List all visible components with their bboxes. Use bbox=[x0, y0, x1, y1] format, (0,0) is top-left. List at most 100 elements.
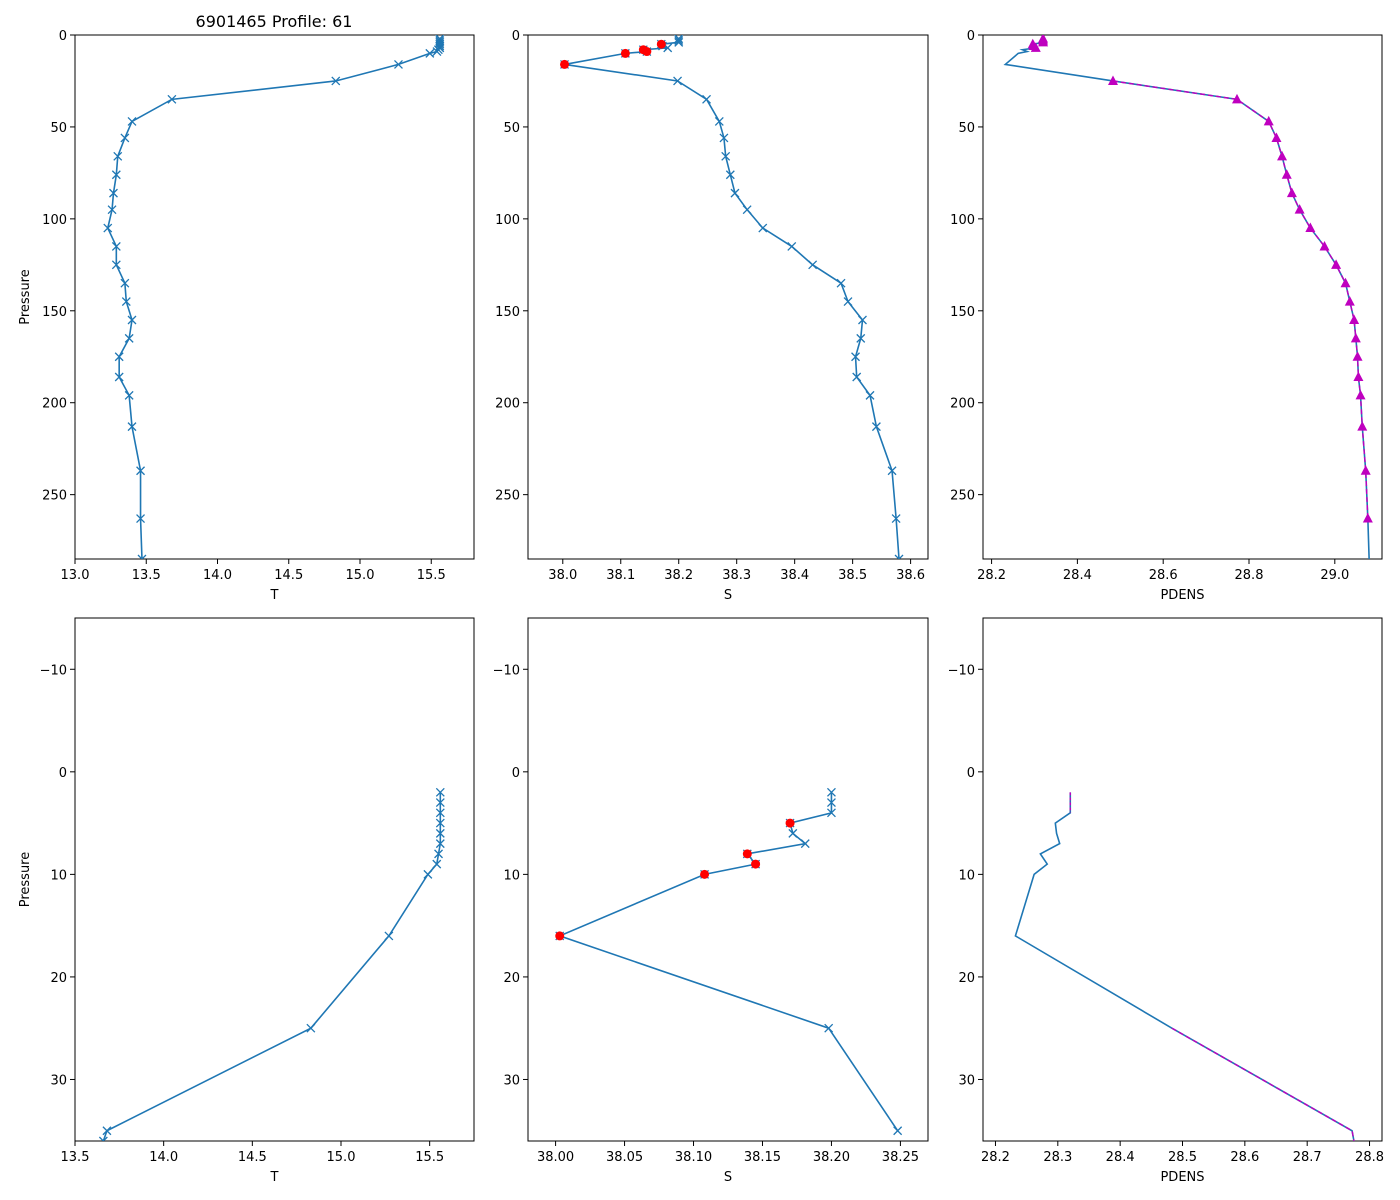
bottom-temperature-data-point bbox=[384, 931, 394, 941]
bottom-salinity-flagged-point bbox=[742, 849, 752, 859]
bottom-density-xtick-label: 28.6 bbox=[1230, 1150, 1259, 1165]
bottom-salinity-ytick-label: −10 bbox=[493, 663, 520, 678]
bottom-density-xlabel: PDENS bbox=[1160, 1170, 1204, 1185]
top-temperature-xlabel: T bbox=[270, 588, 279, 603]
top-density-density-point bbox=[1271, 132, 1282, 142]
bottom-density-series-line bbox=[1014, 792, 1355, 1141]
top-salinity-xtick-label: 38.3 bbox=[722, 568, 751, 583]
bottom-density-ytick-label: 10 bbox=[958, 868, 975, 883]
top-temperature-ytick-label: 250 bbox=[42, 489, 67, 504]
top-density-density-point bbox=[1231, 93, 1242, 104]
bottom-salinity-data-point bbox=[826, 808, 836, 818]
top-salinity-data-point bbox=[787, 241, 797, 251]
top-temperature-ytick-label: 200 bbox=[42, 397, 67, 412]
top-salinity-flagged-point bbox=[620, 48, 630, 58]
figure-title: 6901465 Profile: 61 bbox=[196, 12, 353, 31]
top-salinity-data-point bbox=[856, 333, 866, 343]
top-salinity-series-line bbox=[564, 38, 900, 559]
top-density-density-overlay bbox=[1112, 80, 1369, 519]
top-salinity-data-point bbox=[858, 315, 867, 325]
top-temperature-data-point bbox=[167, 94, 177, 104]
top-salinity-ytick-label: 100 bbox=[495, 213, 520, 228]
top-salinity-flagged-point bbox=[560, 59, 570, 69]
top-density-density-point bbox=[1362, 513, 1373, 523]
top-salinity-xtick-label: 38.0 bbox=[548, 568, 577, 583]
bottom-density-xtick-label: 28.8 bbox=[1355, 1150, 1384, 1165]
bottom-salinity-flagged-point bbox=[700, 869, 710, 879]
bottom-salinity-series-line bbox=[557, 792, 899, 1132]
top-salinity-data-point bbox=[674, 36, 684, 45]
top-density-xlabel: PDENS bbox=[1160, 588, 1204, 603]
bottom-temperature-ytick-label: 10 bbox=[50, 868, 67, 883]
bottom-salinity-data-point bbox=[893, 1126, 903, 1136]
top-salinity-xtick-label: 38.1 bbox=[606, 568, 635, 583]
bottom-salinity-data-point bbox=[788, 828, 798, 838]
bottom-temperature-xtick-label: 15.5 bbox=[415, 1150, 444, 1165]
top-salinity-data-point bbox=[758, 223, 768, 233]
top-salinity-data-point bbox=[865, 390, 875, 400]
top-density-ytick-label: 250 bbox=[950, 489, 975, 504]
bottom-salinity-xlabel: S bbox=[724, 1170, 732, 1185]
top-temperature-data-point bbox=[114, 372, 124, 382]
top-density-ytick-label: 150 bbox=[950, 305, 975, 320]
top-temperature-ytick-label: 50 bbox=[50, 121, 67, 136]
bottom-temperature-ytick-label: 20 bbox=[50, 971, 67, 986]
top-density-density-point bbox=[1107, 75, 1118, 85]
top-temperature-ytick-label: 100 bbox=[42, 213, 67, 228]
top-salinity-ytick-label: 50 bbox=[503, 121, 520, 136]
top-salinity-xtick-label: 38.6 bbox=[896, 568, 925, 583]
top-density-density-point bbox=[1305, 222, 1316, 233]
bottom-temperature-series-line bbox=[102, 792, 442, 1141]
top-temperature-data-point bbox=[137, 554, 147, 559]
bottom-temperature-ytick-label: 30 bbox=[50, 1073, 67, 1088]
bottom-temperature-data-point bbox=[98, 1136, 108, 1141]
top-density-axes-frame bbox=[982, 34, 1383, 560]
bottom-temperature-data-point bbox=[432, 859, 442, 869]
top-temperature-data-point bbox=[114, 352, 124, 362]
bottom-salinity-xtick-label: 38.10 bbox=[675, 1150, 712, 1165]
bottom-temperature-xtick-label: 14.5 bbox=[238, 1150, 267, 1165]
bottom-temperature-data-point bbox=[435, 798, 445, 808]
bottom-temperature-data-point bbox=[435, 787, 445, 797]
top-temperature-data-point bbox=[435, 39, 445, 49]
bottom-temperature-axes-frame bbox=[74, 617, 475, 1142]
top-temperature-data-point bbox=[107, 205, 117, 215]
top-density-density-point bbox=[1038, 36, 1049, 47]
top-density-ytick-label: 100 bbox=[950, 213, 975, 228]
bottom-density-panel: 28.2 28.3 28.4 28.5 28.6 28.7 28.8 −10 0 10 20 30 PD… bbox=[948, 617, 1384, 1185]
top-density-panel: 28.2 28.4 28.6 28.8 29.0 0 50 100 150 200 250 PDENS bbox=[950, 29, 1383, 603]
top-salinity-flagged-point bbox=[656, 39, 666, 49]
bottom-density-ytick-label: −10 bbox=[948, 663, 975, 678]
top-density-density-point bbox=[1263, 115, 1274, 126]
bottom-temperature-ylabel: Pressure bbox=[18, 852, 33, 908]
top-temperature-xtick-label: 14.5 bbox=[274, 568, 303, 583]
top-salinity-data-point bbox=[851, 352, 860, 362]
top-density-density-point bbox=[1357, 421, 1368, 431]
top-salinity-data-point bbox=[725, 170, 735, 180]
bottom-density-ytick-label: 20 bbox=[958, 971, 975, 986]
top-salinity-data-point bbox=[836, 278, 846, 288]
top-salinity-data-point bbox=[721, 151, 731, 161]
top-temperature-data-point bbox=[120, 133, 130, 143]
top-salinity-data-point bbox=[673, 76, 683, 86]
bottom-salinity-data-point bbox=[800, 839, 810, 849]
top-density-density-point bbox=[1344, 296, 1355, 306]
top-salinity-ytick-label: 0 bbox=[512, 29, 520, 44]
top-temperature-data-point bbox=[127, 315, 137, 325]
bottom-temperature-ytick-label: 0 bbox=[59, 766, 67, 781]
top-density-ytick-label: 50 bbox=[958, 121, 975, 136]
top-density-density-point bbox=[1286, 187, 1297, 198]
top-temperature-xtick-label: 14.0 bbox=[203, 568, 232, 583]
top-salinity-data-point bbox=[891, 514, 901, 524]
top-salinity-data-point bbox=[808, 260, 818, 270]
top-temperature-data-point bbox=[127, 116, 137, 126]
top-temperature-data-point bbox=[120, 278, 130, 288]
bottom-salinity-ytick-label: 0 bbox=[512, 766, 520, 781]
top-density-series-line bbox=[1003, 38, 1370, 559]
top-temperature-data-point bbox=[111, 170, 121, 180]
bottom-density-xtick-label: 28.4 bbox=[1106, 1150, 1135, 1165]
bottom-temperature-data-point bbox=[435, 818, 445, 828]
bottom-salinity-xtick-label: 38.05 bbox=[606, 1150, 643, 1165]
bottom-salinity-xtick-label: 38.25 bbox=[882, 1150, 919, 1165]
top-density-density-point bbox=[1360, 465, 1371, 475]
